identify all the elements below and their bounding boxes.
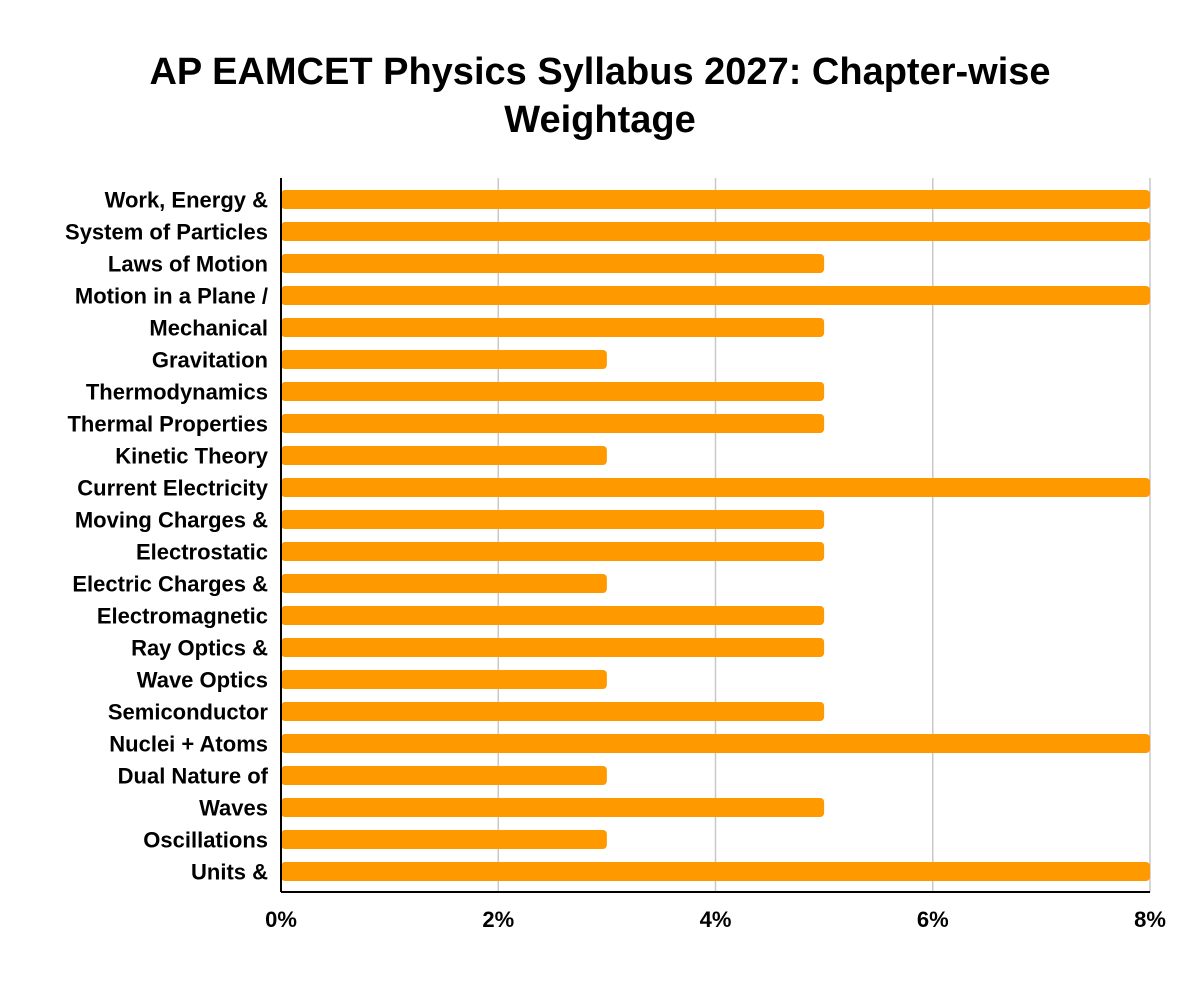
category-label-8: Kinetic Theory: [115, 444, 269, 469]
category-label-1: System of Particles: [65, 220, 268, 245]
bar-17: [281, 734, 1150, 753]
bar-11: [281, 542, 825, 561]
category-label-17: Nuclei + Atoms: [109, 732, 268, 757]
bar-6: [281, 382, 825, 401]
bar-12: [281, 574, 607, 593]
x-tick-label-4: 8%: [1134, 907, 1166, 932]
category-label-18: Dual Nature of: [118, 764, 269, 789]
bar-18: [281, 766, 607, 785]
chart-title-line-2: Weightage: [504, 99, 696, 141]
bar-9: [281, 478, 1150, 497]
category-label-9: Current Electricity: [77, 476, 268, 501]
chart-title: AP EAMCET Physics Syllabus 2027: Chapter…: [0, 48, 1200, 144]
category-label-16: Semiconductor: [108, 700, 269, 725]
category-label-4: Mechanical: [149, 316, 268, 341]
bar-3: [281, 286, 1150, 305]
x-tick-label-2: 4%: [700, 907, 732, 932]
bar-2: [281, 254, 825, 273]
bar-21: [281, 862, 1150, 881]
category-label-21: Units &: [191, 860, 268, 885]
bar-7: [281, 414, 825, 433]
bar-5: [281, 350, 607, 369]
category-label-6: Thermodynamics: [86, 380, 268, 405]
bar-13: [281, 606, 825, 625]
bar-10: [281, 510, 825, 529]
category-label-14: Ray Optics &: [131, 636, 268, 661]
category-label-13: Electromagnetic: [97, 604, 268, 629]
category-label-3: Motion in a Plane /: [75, 284, 268, 309]
x-tick-label-3: 6%: [917, 907, 949, 932]
category-label-0: Work, Energy &: [105, 188, 269, 213]
chart-title-line-1: AP EAMCET Physics Syllabus 2027: Chapter…: [149, 51, 1051, 93]
category-label-20: Oscillations: [143, 828, 268, 853]
category-label-11: Electrostatic: [136, 540, 268, 565]
bar-14: [281, 638, 825, 657]
bar-19: [281, 798, 825, 817]
category-label-15: Wave Optics: [137, 668, 268, 693]
bar-15: [281, 670, 607, 689]
bar-8: [281, 446, 607, 465]
x-tick-label-1: 2%: [482, 907, 514, 932]
category-label-2: Laws of Motion: [108, 252, 268, 277]
category-label-19: Waves: [199, 796, 268, 821]
bar-0: [281, 190, 1150, 209]
x-tick-label-0: 0%: [265, 907, 297, 932]
bar-1: [281, 222, 1150, 241]
bar-4: [281, 318, 825, 337]
bar-16: [281, 702, 825, 721]
category-label-7: Thermal Properties: [67, 412, 268, 437]
category-label-10: Moving Charges &: [75, 508, 268, 533]
bar-20: [281, 830, 607, 849]
category-label-12: Electric Charges &: [72, 572, 268, 597]
category-label-5: Gravitation: [152, 348, 268, 373]
